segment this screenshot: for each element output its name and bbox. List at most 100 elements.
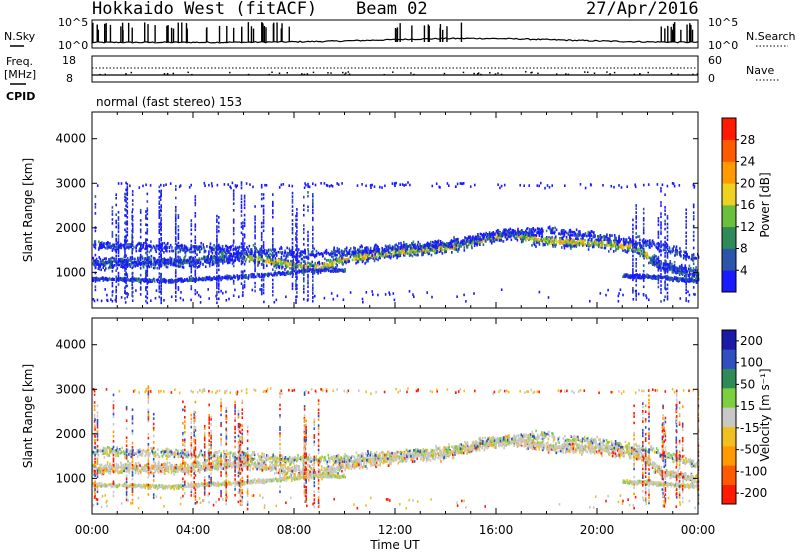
- range-cell: [216, 262, 218, 265]
- freq-label: Freq.: [6, 55, 33, 68]
- range-cell: [319, 271, 322, 274]
- nave-point: [537, 72, 539, 75]
- range-cell: [375, 243, 377, 247]
- range-cell: [142, 260, 144, 264]
- range-cell: [593, 231, 595, 234]
- range-cell: [221, 250, 223, 254]
- range-cell: [514, 229, 516, 233]
- range-cell: [165, 265, 168, 269]
- range-cell: [364, 253, 367, 257]
- range-cell: [135, 246, 137, 250]
- range-cell: [175, 261, 177, 265]
- range-cell: [605, 238, 607, 242]
- range-cell: [551, 228, 553, 232]
- range-cell: [597, 241, 600, 244]
- range-cell: [210, 246, 213, 250]
- range-cell: [587, 242, 590, 246]
- range-cell: [281, 251, 283, 254]
- range-cell: [146, 265, 149, 268]
- range-cell: [220, 251, 223, 255]
- range-cell: [498, 239, 501, 242]
- range-cell: [106, 243, 108, 246]
- range-cell: [238, 254, 240, 258]
- nave-point: [555, 73, 558, 75]
- range-cell: [462, 239, 464, 242]
- nave-point: [410, 72, 412, 74]
- range-cell: [165, 279, 167, 283]
- power-scatter: [92, 181, 700, 305]
- sky-noise-line: [91, 37, 699, 44]
- range-cell: [347, 257, 349, 261]
- range-cell: [270, 272, 272, 276]
- range-cell: [324, 267, 326, 271]
- range-cell: [266, 258, 268, 261]
- range-cell: [450, 243, 453, 247]
- range-cell: [517, 229, 519, 233]
- range-cell: [341, 268, 343, 271]
- range-cell: [204, 249, 207, 253]
- range-cell: [330, 263, 332, 267]
- range-cell: [334, 266, 337, 269]
- range-cell: [97, 263, 99, 266]
- range-cell: [129, 265, 132, 268]
- range-cell: [168, 281, 170, 284]
- range-cell: [508, 232, 510, 235]
- range-cell: [639, 273, 641, 276]
- range-cell: [600, 244, 603, 248]
- range-cell: [203, 278, 206, 281]
- range-cell: [243, 245, 245, 248]
- range-cell: [315, 264, 318, 268]
- range-cell: [599, 244, 601, 247]
- range-cell: [186, 278, 188, 281]
- range-cell: [695, 277, 697, 280]
- range-cell: [675, 268, 678, 271]
- range-cell: [384, 250, 386, 253]
- range-cell: [618, 241, 620, 244]
- range-cell: [674, 254, 676, 257]
- range-cell: [518, 235, 521, 238]
- range-cell: [533, 230, 536, 233]
- range-cell: [645, 240, 648, 244]
- range-cell: [549, 228, 552, 231]
- range-cell: [394, 251, 397, 255]
- range-cell: [688, 277, 691, 280]
- range-cell: [606, 233, 608, 236]
- range-cell: [651, 244, 653, 248]
- range-cell: [213, 276, 215, 279]
- range-cell: [534, 236, 537, 239]
- range-cell: [576, 237, 579, 241]
- range-cell: [436, 250, 438, 253]
- range-cell: [399, 248, 402, 252]
- range-cell: [688, 271, 691, 275]
- range-cell: [194, 265, 197, 269]
- range-cell: [121, 257, 123, 261]
- range-cell: [447, 242, 449, 245]
- range-cell: [246, 246, 248, 249]
- range-cell: [129, 245, 132, 249]
- range-cell: [273, 265, 275, 268]
- range-cell: [230, 275, 232, 278]
- range-cell: [622, 237, 625, 241]
- range-cell: [345, 249, 348, 252]
- range-cell: [497, 236, 499, 240]
- range-cell: [369, 246, 372, 250]
- range-cell: [188, 250, 191, 254]
- range-cell: [228, 255, 230, 258]
- range-cell: [332, 251, 334, 255]
- range-cell: [484, 238, 487, 241]
- range-cell: [163, 241, 166, 245]
- range-cell: [107, 266, 110, 270]
- range-cell: [663, 264, 666, 268]
- range-cell: [345, 246, 348, 250]
- range-cell: [662, 243, 665, 246]
- range-cell: [639, 238, 641, 242]
- range-cell: [649, 239, 651, 242]
- range-cell: [299, 263, 302, 267]
- range-cell: [518, 233, 520, 237]
- range-cell: [594, 234, 596, 237]
- range-cell: [194, 223, 197, 226]
- range-cell: [342, 269, 344, 273]
- range-cell: [254, 289, 256, 293]
- range-cell: [250, 258, 252, 261]
- range-cell: [488, 233, 491, 236]
